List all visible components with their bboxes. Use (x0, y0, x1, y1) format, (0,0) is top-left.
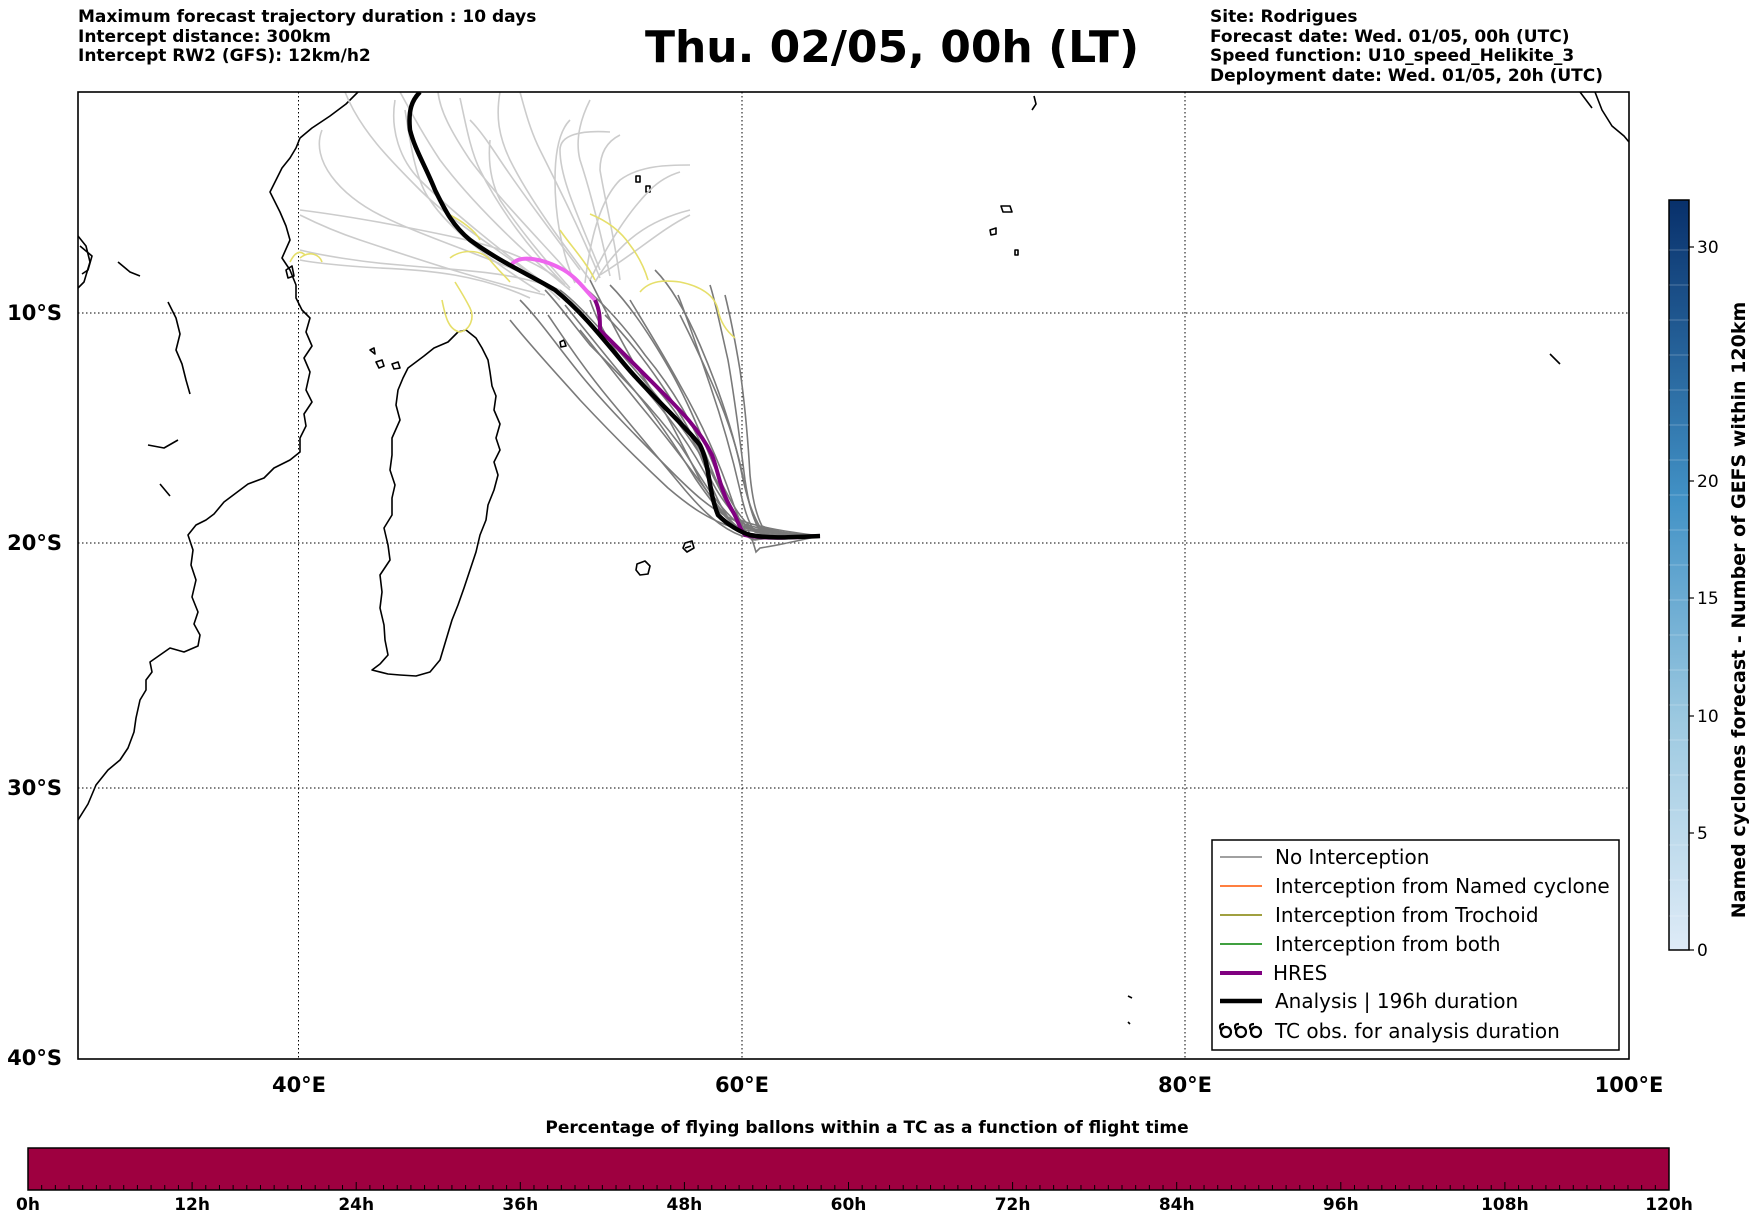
header-intercept-rw2: Intercept RW2 (GFS): 12km/h2 (78, 46, 371, 66)
chagos-1 (1000, 205, 1013, 213)
comoros-3 (369, 347, 376, 355)
lat-tick-20s: 20°S (7, 531, 62, 555)
sumatra-coastline (1594, 92, 1629, 143)
map-title: Thu. 02/05, 00h (LT) (644, 22, 1140, 73)
lake-mweru (159, 483, 171, 497)
lat-tick-40s: 40°S (7, 1046, 62, 1070)
legend-box (1211, 839, 1620, 1051)
mascarene-bank (684, 545, 692, 549)
bottom-bar-tick-label: 84h (1159, 1195, 1195, 1215)
st-paul (1127, 1021, 1131, 1025)
map-title-wrap: Thu. 02/05, 00h (LT) (0, 22, 1754, 73)
bottom-bar-tick-label: 60h (831, 1195, 867, 1215)
ensemble-no-interception (509, 269, 821, 554)
reunion-island (682, 540, 695, 553)
ensemble-faded-trajectories (299, 92, 691, 301)
arabia-horn-coastline (78, 235, 91, 289)
agalega (559, 339, 567, 348)
lon-tick-100e: 100°E (1595, 1073, 1664, 1097)
map-area[interactable] (78, 92, 1700, 1059)
right-colorbar-tick-15: 15 (1697, 589, 1719, 609)
chagos-3 (1014, 249, 1019, 256)
bottom-bar-tick-label: 96h (1323, 1195, 1359, 1215)
bottom-bar-tick-labels: 0h 12h 24h 36h 48h 60h 72h 84h 96h 108h 120h (16, 1195, 1693, 1215)
header-site: Site: Rodrigues (1210, 7, 1358, 27)
right-colorbar-ticks (1689, 246, 1694, 951)
bottom-bar-title: Percentage of flying ballons within a TC… (545, 1118, 1188, 1138)
legend-label-trochoid: Interception from Trochoid (1275, 903, 1539, 927)
bottom-bar-tick-label: 0h (16, 1195, 40, 1215)
analysis-trajectory (407, 92, 821, 540)
lat-tick-10s: 10°S (7, 301, 62, 325)
right-colorbar-fill (1668, 199, 1690, 951)
lake-tanganyika (167, 301, 191, 395)
right-colorbar: 0 5 10 15 20 30 Named cyclones forecast … (1668, 199, 1750, 961)
lat-tick-labels: 10°S 20°S 30°S 40°S (7, 301, 62, 1070)
lon-tick-labels: 40°E 60°E 80°E 100°E (272, 1073, 1663, 1097)
bottom-bar-tick-label: 24h (338, 1195, 374, 1215)
header-speed-function: Speed function: U10_speed_Helikite_3 (1210, 46, 1575, 66)
header-intercept-distance: Intercept distance: 300km (78, 26, 331, 47)
header-forecast-date: Forecast date: Wed. 01/05, 00h (UTC) (1210, 26, 1570, 47)
bottom-bar-tick-label: 12h (174, 1195, 210, 1215)
header-left: Maximum forecast trajectory duration : 1… (78, 7, 537, 67)
legend-label-no-interception: No Interception (1275, 845, 1429, 869)
header-right: Site: Rodrigues Forecast date: Wed. 01/0… (1210, 7, 1604, 86)
sri-lanka-coastline (1579, 92, 1593, 109)
seychelles-2 (645, 185, 651, 193)
right-colorbar-tick-20: 20 (1697, 472, 1719, 492)
right-colorbar-label: Named cyclones forecast - Number of GEFS… (1728, 302, 1750, 919)
comoros-2 (391, 361, 401, 370)
right-colorbar-tick-0: 0 (1697, 941, 1708, 961)
right-colorbar-tick-10: 10 (1697, 707, 1719, 727)
hres-trajectory-faded (510, 256, 597, 302)
bottom-bar-tick-label: 36h (502, 1195, 538, 1215)
lat-tick-30s: 30°S (7, 776, 62, 800)
legend-label-tc-obs: TC obs. for analysis duration (1274, 1019, 1560, 1043)
bottom-bar-tick-label: 72h (995, 1195, 1031, 1215)
madagascar-coastline (371, 329, 501, 677)
africa-coastline (78, 92, 359, 821)
legend-swatch-tc-obs-icon (1218, 1022, 1263, 1039)
header-trajectory-duration: Maximum forecast trajectory duration : 1… (78, 7, 537, 27)
right-colorbar-tick-5: 5 (1697, 824, 1708, 844)
right-colorbar-bands (1669, 249, 1689, 917)
header-deployment-date: Deployment date: Wed. 01/05, 20h (UTC) (1210, 65, 1604, 86)
comoros-1 (375, 359, 385, 369)
legend-label-both: Interception from both (1275, 932, 1501, 956)
legend-label-analysis: Analysis | 196h duration (1275, 989, 1518, 1013)
right-colorbar-tick-30: 30 (1697, 238, 1719, 258)
lake-kivu (117, 261, 141, 277)
chagos-2 (989, 227, 997, 236)
tc-forecast-tracks (289, 213, 736, 339)
lake-malawi (147, 439, 179, 449)
bottom-bar: Percentage of flying ballons within a TC… (16, 1118, 1693, 1215)
maldives (1031, 95, 1037, 111)
zanzibar (285, 265, 295, 279)
bottom-bar-tick-label: 108h (1481, 1195, 1529, 1215)
legend: No Interception Interception from Named … (1211, 839, 1620, 1051)
legend-label-named-cyclone: Interception from Named cyclone (1275, 874, 1610, 898)
seychelles-1 (635, 175, 641, 183)
bottom-bar-tick-label: 48h (667, 1195, 703, 1215)
cocos (1549, 353, 1561, 365)
mauritius-island (635, 560, 651, 576)
lon-tick-60e: 60°E (715, 1073, 769, 1097)
lon-tick-40e: 40°E (272, 1073, 326, 1097)
legend-label-hres: HRES (1273, 961, 1327, 985)
amsterdam (1127, 995, 1133, 999)
coastlines (78, 92, 1629, 1025)
bottom-bar-minor-ticks (27, 1182, 1670, 1190)
hres-trajectory (593, 299, 821, 540)
lake-victoria (79, 245, 93, 275)
lon-tick-80e: 80°E (1158, 1073, 1212, 1097)
map-frame (77, 91, 1630, 1060)
bottom-bar-tick-label: 120h (1645, 1195, 1693, 1215)
